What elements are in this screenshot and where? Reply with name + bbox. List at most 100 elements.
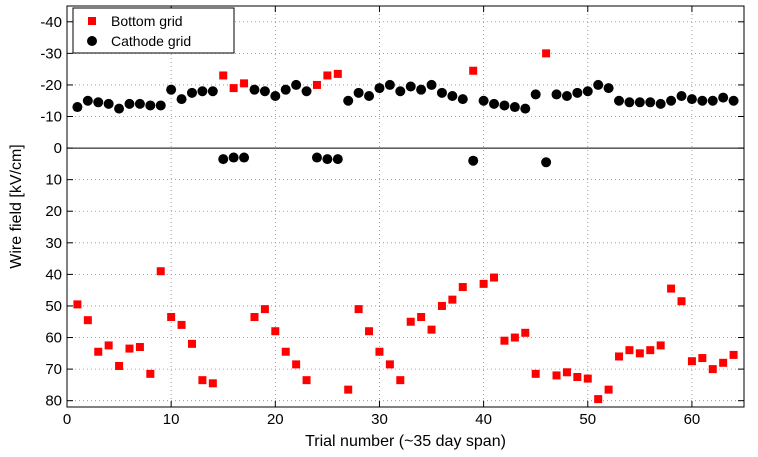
data-point-circle [176,94,187,105]
y-tick-label: 20 [45,203,62,220]
data-point-square [208,379,217,388]
data-points [72,49,739,404]
data-point-square [635,349,644,358]
data-point-circle [93,97,104,108]
y-tick-label: 10 [45,172,62,189]
x-tick-label: 40 [475,411,492,428]
data-point-square [73,300,82,309]
data-point-circle [499,100,510,111]
data-point-square [406,317,415,326]
data-point-square [677,297,686,306]
legend-label-bottom-grid: Bottom grid [111,13,183,29]
data-point-circle [291,79,302,90]
data-point-square [83,316,92,325]
data-point-circle [634,97,645,108]
data-point-circle [114,103,125,114]
data-point-square [187,339,196,348]
data-point-square [427,325,436,334]
y-tick-label: -20 [40,77,62,94]
data-point-square [354,305,363,314]
legend-marker-bottom-grid [88,17,96,25]
data-point-circle [259,86,270,97]
data-point-square [656,341,665,350]
data-point-square [521,328,530,337]
data-point-square [135,343,144,352]
data-point-square [271,327,280,336]
data-point-circle [520,103,531,114]
data-point-circle [655,98,666,109]
series-cathode-grid [72,79,739,168]
data-point-square [177,320,186,329]
data-point-circle [645,97,656,108]
data-point-circle [551,89,562,100]
data-point-circle [561,90,572,101]
x-tick-label: 0 [63,411,71,428]
y-tick-label: 0 [54,140,62,157]
data-point-circle [468,155,479,166]
data-point-circle [145,100,156,111]
data-point-square [229,84,238,93]
y-tick-label: 30 [45,235,62,252]
data-point-circle [280,84,291,95]
data-point-circle [103,98,114,109]
data-point-circle [718,92,729,103]
data-point-circle [686,94,697,105]
x-axis-label: Trial number (~35 day span) [305,433,506,450]
data-point-square [167,313,176,322]
data-point-square [573,373,582,382]
data-point-square [198,376,207,385]
data-point-circle [343,95,354,106]
data-point-circle [728,95,739,106]
y-tick-label: 60 [45,330,62,347]
data-point-circle [301,86,312,97]
data-point-square [500,336,509,345]
x-tick-label: 60 [684,411,701,428]
data-point-circle [155,100,166,111]
data-point-square [458,283,467,292]
data-point-square [156,267,165,276]
data-point-circle [666,95,677,106]
data-point-square [542,49,551,58]
data-point-circle [447,90,458,101]
x-tick-label: 30 [371,411,388,428]
data-point-square [437,301,446,310]
data-point-square [594,395,603,404]
data-point-square [125,344,134,353]
data-point-square [365,327,374,336]
data-point-square [94,347,103,356]
data-point-circle [530,89,541,100]
y-tick-label: 50 [45,298,62,315]
series-bottom-grid [73,49,738,404]
data-point-circle [405,81,416,92]
x-tick-label: 20 [267,411,284,428]
data-point-circle [322,154,333,165]
data-point-square [104,341,113,350]
x-tick-label: 50 [579,411,596,428]
data-point-circle [541,157,552,168]
data-point-square [615,352,624,361]
data-point-square [323,71,332,80]
data-point-circle [426,79,437,90]
y-tick-label: -30 [40,45,62,62]
data-point-square [479,279,488,288]
data-point-circle [509,102,520,113]
data-point-square [583,374,592,383]
data-point-circle [374,83,385,94]
legend: Bottom grid Cathode grid [72,7,235,54]
data-point-square [281,347,290,356]
y-tick-labels: -40 -30 -20 -10 0 10 20 30 40 50 60 70 80 [40,14,62,410]
legend-label-cathode-grid: Cathode grid [111,33,191,49]
y-tick-label: 80 [45,393,62,410]
data-point-square [604,385,613,394]
data-point-square [469,66,478,75]
data-point-square [687,357,696,366]
data-point-circle [478,95,489,106]
data-point-square [698,354,707,363]
data-point-square [719,358,728,367]
data-point-square [385,360,394,369]
axes-frame [66,5,745,408]
data-point-circle [489,98,500,109]
legend-marker-cathode-grid [87,36,97,46]
data-point-square [260,305,269,314]
